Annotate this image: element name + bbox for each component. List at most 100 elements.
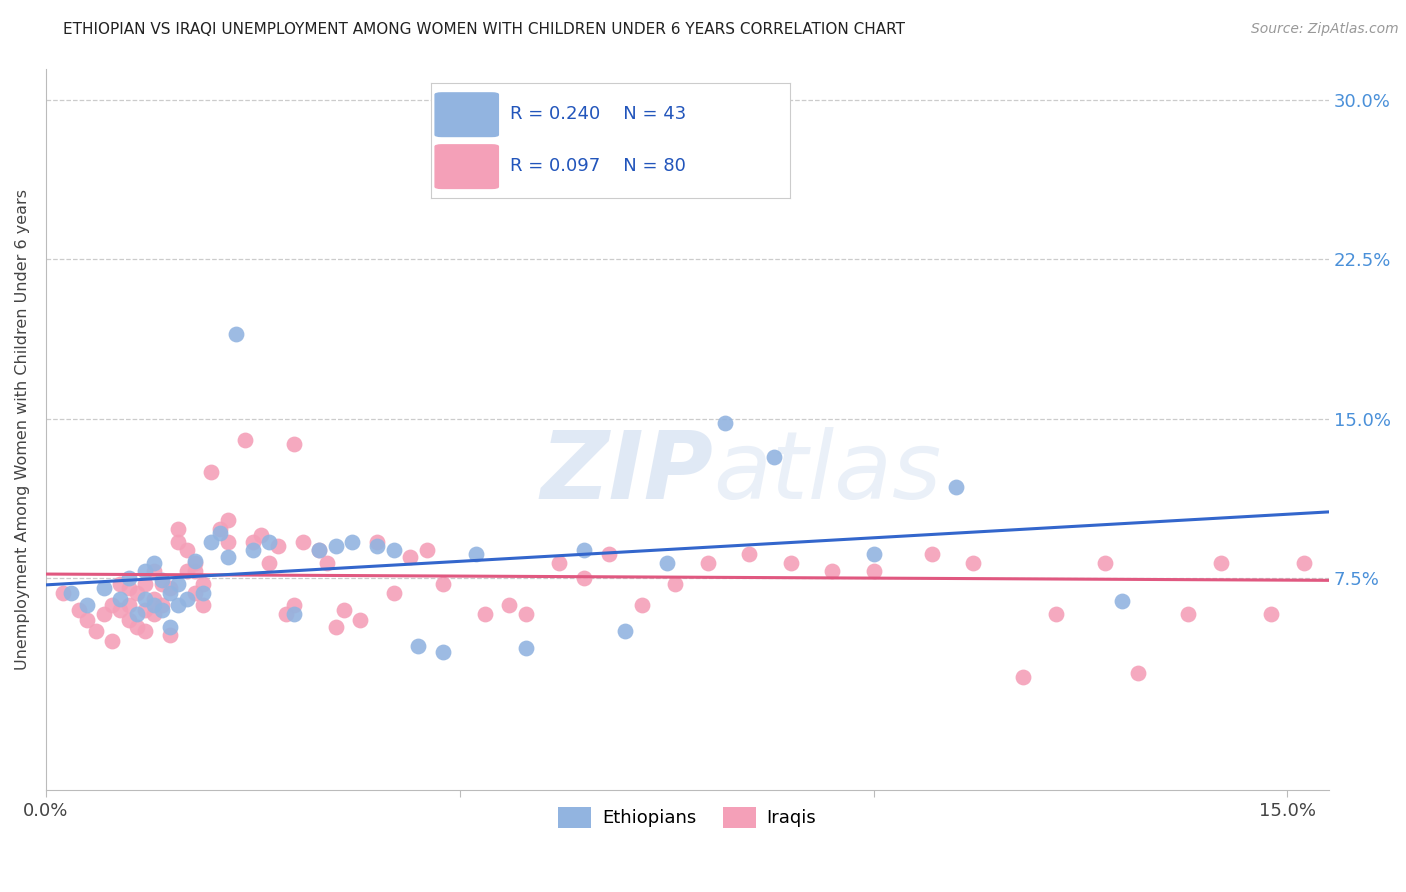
Point (118, 582, 141, 596)
Point (291, 534, 314, 549)
Point (67, 602, 90, 616)
Point (159, 628, 181, 642)
Point (515, 640, 537, 655)
Point (167, 534, 190, 549)
Point (572, 571, 595, 585)
Point (225, 326, 247, 341)
Point (176, 543, 198, 558)
Point (738, 548, 761, 562)
Point (125, 619, 148, 633)
Point (1045, 607, 1067, 621)
Point (449, 161, 471, 176)
Point (134, 577, 156, 591)
Point (1211, 556, 1233, 570)
Point (382, 585, 405, 599)
Point (366, 534, 388, 549)
Point (59, 585, 82, 599)
Point (233, 433, 256, 447)
Point (110, 577, 132, 591)
Point (150, 599, 173, 613)
Point (308, 543, 330, 558)
Point (664, 577, 686, 591)
Y-axis label: Unemployment Among Women with Children Under 6 years: Unemployment Among Women with Children U… (15, 189, 30, 670)
Point (259, 556, 281, 570)
Point (548, 556, 571, 570)
Point (316, 556, 339, 570)
Point (340, 534, 363, 549)
Point (134, 591, 156, 606)
Point (142, 556, 165, 570)
Point (259, 534, 281, 549)
Point (1094, 556, 1116, 570)
Point (167, 599, 190, 613)
Point (134, 565, 156, 579)
Point (101, 634, 124, 648)
Point (308, 543, 330, 558)
Point (325, 619, 347, 633)
Point (184, 565, 207, 579)
Point (184, 554, 207, 568)
Point (631, 599, 654, 613)
Point (176, 591, 198, 606)
Point (118, 599, 141, 613)
Point (415, 543, 437, 558)
Point (697, 556, 720, 570)
Point (193, 599, 215, 613)
Point (142, 565, 165, 579)
Point (76, 599, 98, 613)
Point (142, 591, 165, 606)
Point (76, 613, 98, 627)
Point (779, 556, 801, 570)
Point (399, 549, 422, 564)
Point (150, 602, 173, 616)
Point (474, 607, 496, 621)
Text: ETHIOPIAN VS IRAQI UNEMPLOYMENT AMONG WOMEN WITH CHILDREN UNDER 6 YEARS CORRELAT: ETHIOPIAN VS IRAQI UNEMPLOYMENT AMONG WO… (63, 22, 905, 37)
Point (242, 543, 264, 558)
Point (150, 577, 173, 591)
Point (208, 526, 231, 541)
Point (200, 465, 222, 479)
Point (325, 539, 347, 553)
Point (217, 549, 239, 564)
Point (159, 619, 181, 633)
Point (1292, 556, 1315, 570)
Point (515, 607, 537, 621)
Text: atlas: atlas (713, 427, 941, 518)
Point (366, 539, 388, 553)
Point (465, 548, 488, 562)
Point (945, 479, 967, 493)
Point (118, 613, 141, 627)
Point (274, 607, 297, 621)
Point (250, 528, 273, 542)
Point (193, 577, 215, 591)
Point (110, 591, 132, 606)
Point (150, 573, 173, 587)
Point (93, 582, 115, 596)
Point (572, 543, 595, 558)
Point (118, 571, 141, 585)
Point (184, 556, 207, 570)
Point (208, 522, 231, 536)
Point (432, 645, 454, 659)
Point (125, 607, 148, 621)
Point (84, 624, 107, 638)
Point (283, 437, 305, 451)
Point (51, 585, 73, 599)
Point (142, 607, 165, 621)
Point (267, 539, 290, 553)
Point (184, 585, 207, 599)
Point (1260, 607, 1282, 621)
Point (821, 565, 844, 579)
Point (614, 624, 637, 638)
Point (283, 599, 305, 613)
Point (217, 513, 239, 527)
Point (1011, 670, 1033, 684)
Point (408, 639, 430, 653)
Point (349, 613, 371, 627)
Point (1177, 607, 1199, 621)
Point (862, 565, 884, 579)
Point (1128, 666, 1150, 681)
Point (159, 582, 181, 596)
Point (193, 585, 215, 599)
Point (283, 607, 305, 621)
